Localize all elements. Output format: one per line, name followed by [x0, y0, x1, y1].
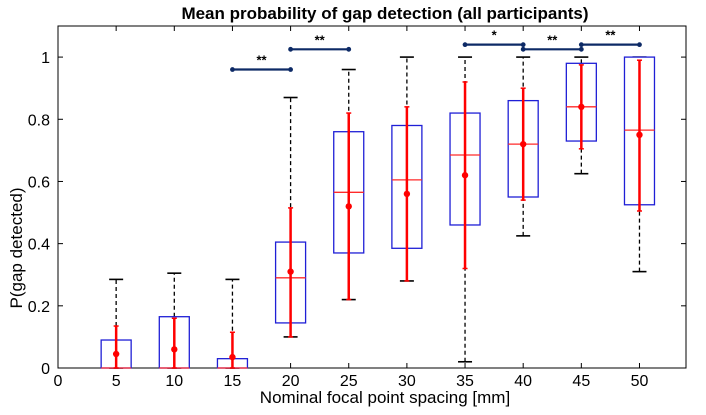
significance-label: * — [492, 28, 498, 43]
y-tick-label: 0.6 — [28, 174, 50, 191]
x-tick-label: 30 — [398, 373, 416, 390]
chart-title: Mean probability of gap detection (all p… — [181, 4, 588, 23]
y-tick-label: 0.8 — [28, 112, 50, 129]
mean-point — [461, 172, 469, 179]
significance-endpoint — [637, 42, 642, 48]
plot-frame — [57, 25, 687, 369]
x-axis-label: Nominal focal point spacing [mm] — [260, 388, 510, 407]
significance-endpoint — [578, 46, 584, 52]
plot-area: 00.20.40.60.810 5 10 15 20 25 30 35 40 45 50**** * *… — [28, 25, 687, 390]
x-tick-label: 10 — [165, 373, 183, 390]
x-tick-label: 5 — [112, 373, 121, 390]
significance-endpoint — [520, 42, 526, 48]
significance-label: ** — [547, 32, 558, 47]
x-tick-label: 50 — [631, 373, 649, 390]
significance-endpoint — [288, 67, 293, 72]
y-tick-label: 0 — [41, 361, 50, 378]
mean-point — [112, 350, 120, 358]
significance-label: ** — [605, 28, 616, 43]
mean-point — [171, 346, 178, 353]
mean-point — [636, 131, 643, 139]
x-tick-label: 40 — [514, 373, 532, 390]
mean-point — [345, 203, 352, 210]
significance-endpoint — [230, 67, 235, 72]
significance-label: ** — [315, 32, 326, 47]
y-tick-label: 1 — [41, 50, 50, 67]
y-tick-label: 0.4 — [28, 237, 50, 254]
mean-point — [519, 140, 527, 148]
significance-endpoint — [578, 42, 584, 48]
mean-point — [578, 103, 585, 111]
x-tick-label: 25 — [340, 373, 358, 390]
y-axis-label: P(gap detected) — [7, 188, 26, 309]
significance-endpoint — [462, 42, 468, 48]
x-tick-label: 15 — [224, 373, 242, 390]
mean-point — [403, 190, 411, 198]
x-tick-label: 45 — [572, 373, 590, 390]
significance-endpoint — [520, 46, 526, 52]
significance-endpoint — [346, 46, 352, 52]
mean-point — [229, 353, 236, 361]
x-tick-label: 35 — [456, 373, 474, 390]
x-tick-label: 20 — [282, 373, 300, 390]
significance-label: ** — [256, 53, 267, 68]
y-tick-label: 0.2 — [28, 299, 50, 316]
significance-endpoint — [288, 46, 293, 52]
mean-point — [287, 268, 294, 275]
x-tick-label: 0 — [54, 373, 63, 390]
